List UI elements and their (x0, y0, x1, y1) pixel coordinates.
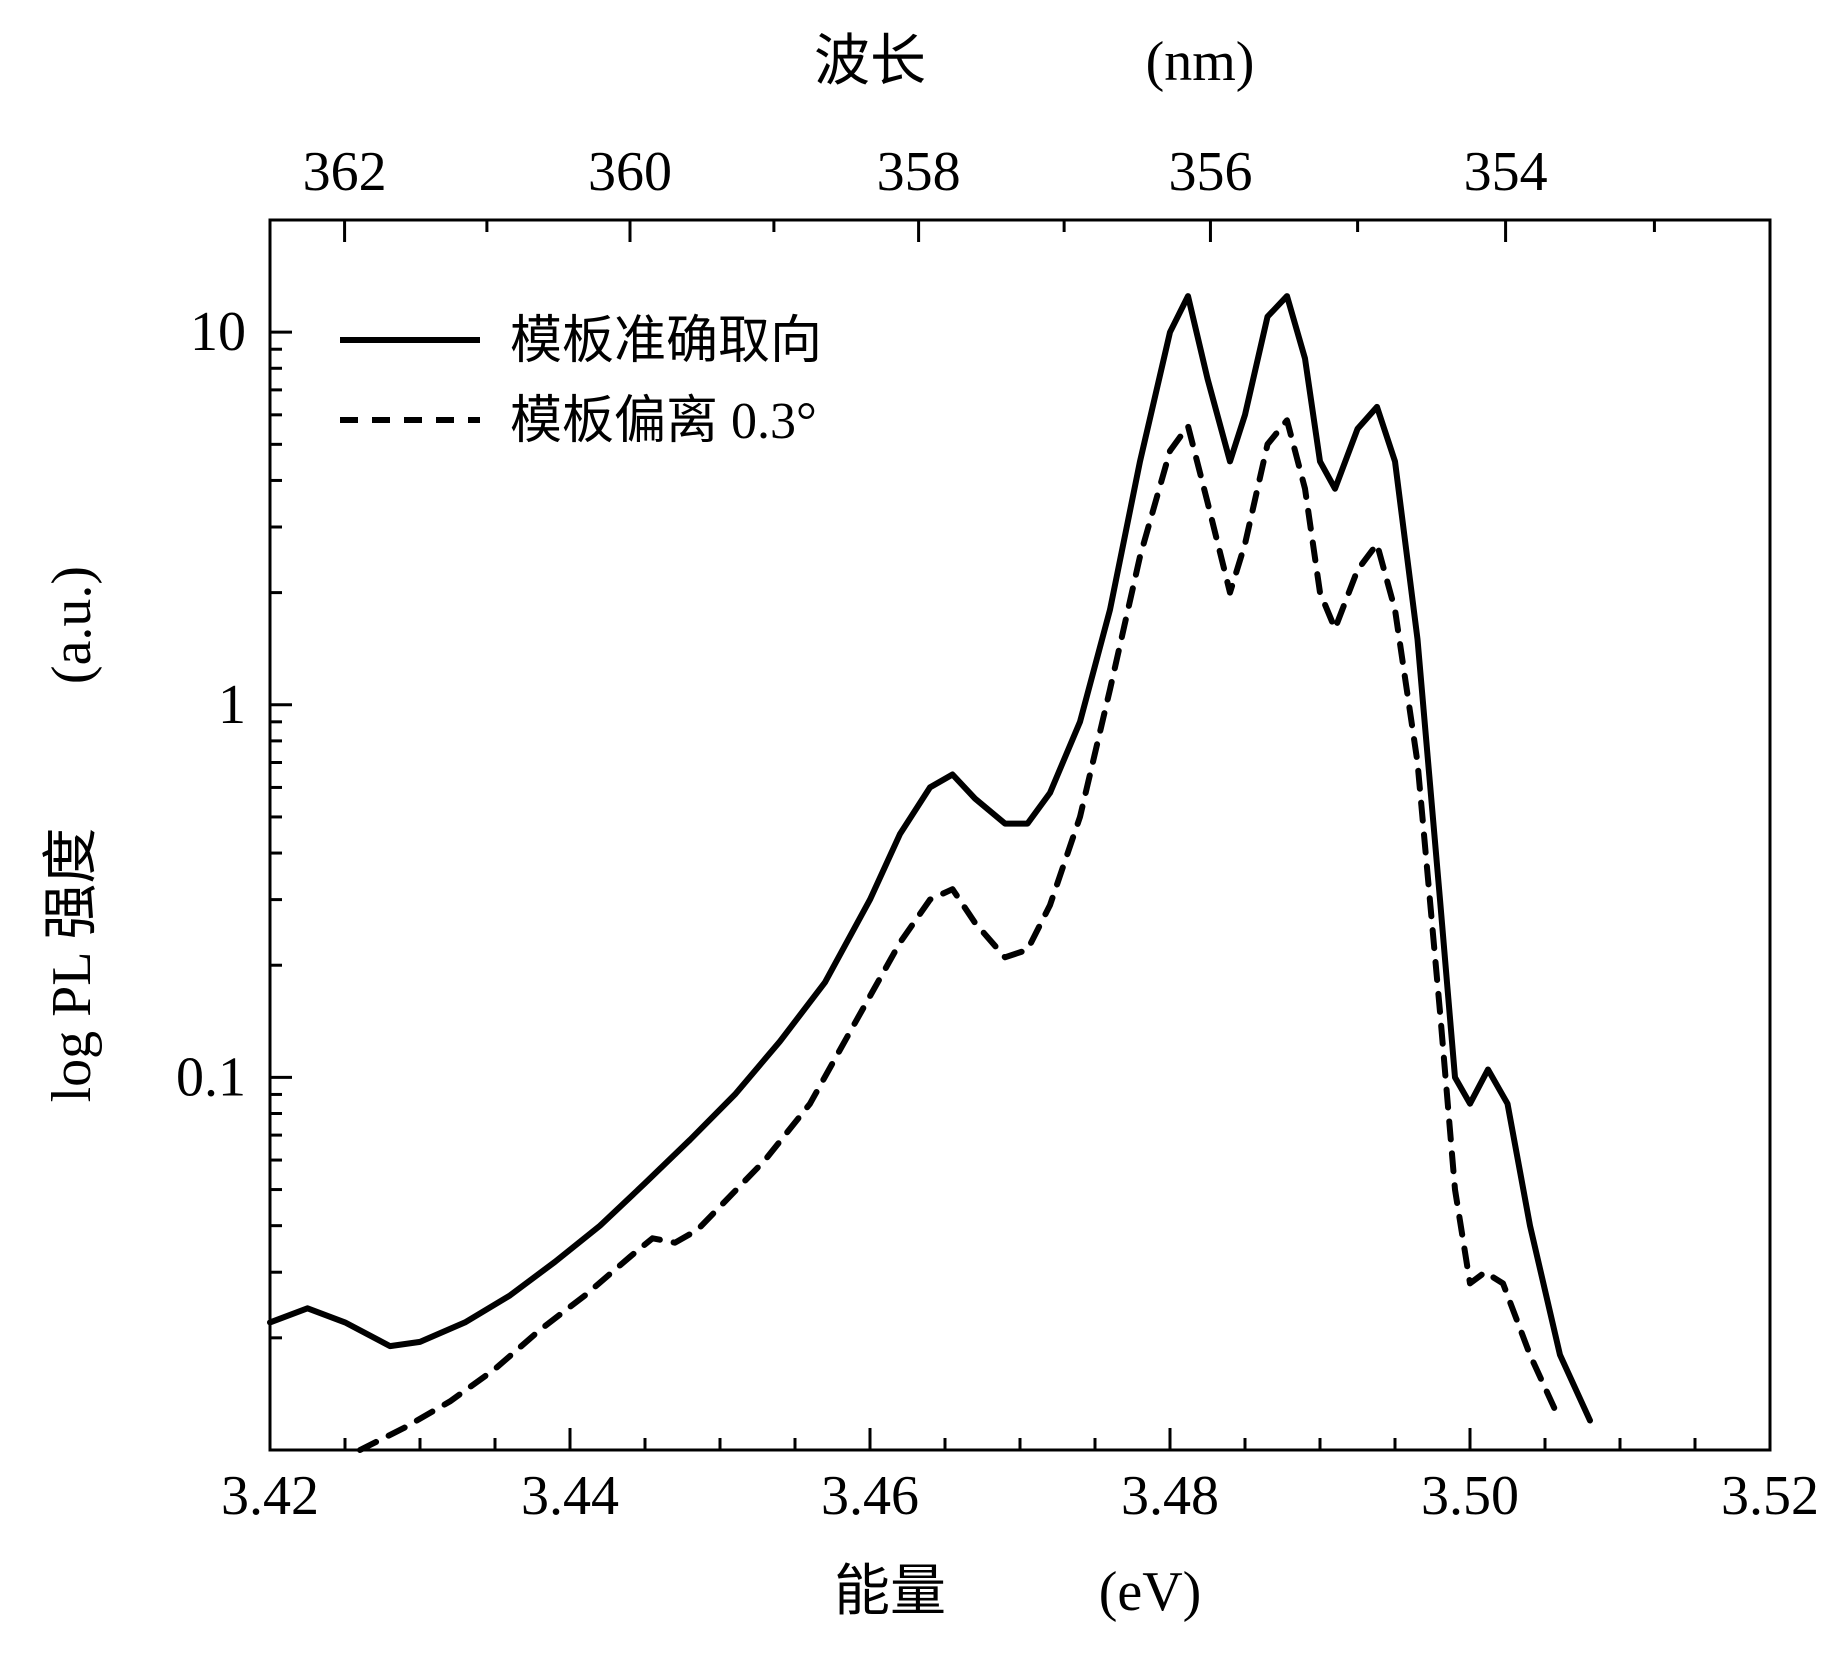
series-solid (270, 296, 1590, 1420)
x-axis-label-unit: (eV) (1099, 1561, 1202, 1623)
ytick-label: 10 (190, 301, 246, 363)
top-tick-label: 358 (877, 141, 961, 203)
ytick-label: 1 (218, 674, 246, 736)
legend-label-dashed: 模板偏离 0.3° (510, 393, 817, 450)
top-tick-label: 356 (1168, 141, 1252, 203)
xtick-label: 3.52 (1721, 1465, 1819, 1527)
xtick-label: 3.42 (221, 1465, 319, 1527)
plot-frame (270, 220, 1770, 1450)
xtick-label: 3.50 (1421, 1465, 1519, 1527)
y-axis-label-unit: (a.u.) (41, 566, 103, 684)
top-axis-label-unit: (nm) (1146, 31, 1255, 93)
series-dashed (360, 420, 1560, 1450)
top-axis-label-prefix: 波长 (814, 31, 926, 93)
xtick-label: 3.48 (1121, 1465, 1219, 1527)
chart-container: 3.42 3.44 3.46 3.48 3.50 3.52 0.1 1 10 362 360 358 3… (0, 0, 1840, 1674)
xtick-label: 3.44 (521, 1465, 619, 1527)
ytick-label: 0.1 (176, 1046, 246, 1108)
x-axis-label-prefix: 能量 (834, 1561, 946, 1623)
top-tick-label: 354 (1464, 141, 1548, 203)
y-axis-label-prefix: log PL 强度 (41, 828, 103, 1103)
xtick-label: 3.46 (821, 1465, 919, 1527)
top-tick-label: 360 (588, 141, 672, 203)
legend-label-solid: 模板准确取向 (510, 313, 822, 370)
pl-spectrum-chart: 3.42 3.44 3.46 3.48 3.50 3.52 0.1 1 10 362 360 358 3… (0, 0, 1840, 1674)
top-tick-label: 362 (303, 141, 387, 203)
